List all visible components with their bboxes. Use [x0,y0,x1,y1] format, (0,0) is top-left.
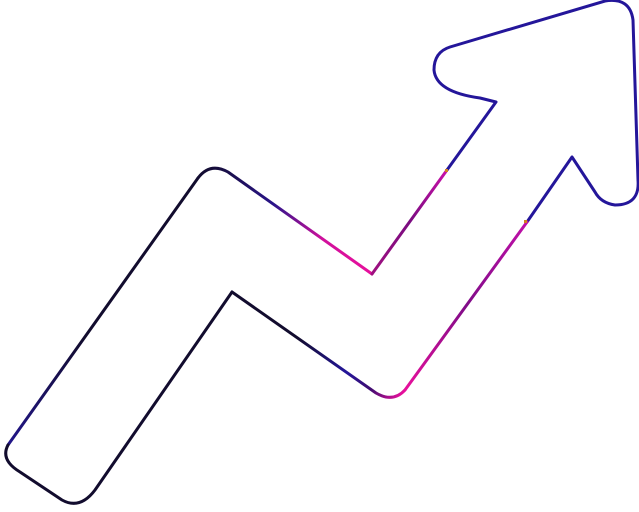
arrow-outline-segment [4,290,234,505]
arrow-outline-segment [403,220,529,392]
arrow-outline-segment [370,168,449,276]
arrow-outline-segment [6,176,200,447]
accent-fleck [524,220,527,223]
accent-fleck [445,169,448,172]
arrow-head-outline [432,0,639,224]
arrow-outline-segment [230,290,407,399]
arrow-outline-segment [196,166,374,276]
